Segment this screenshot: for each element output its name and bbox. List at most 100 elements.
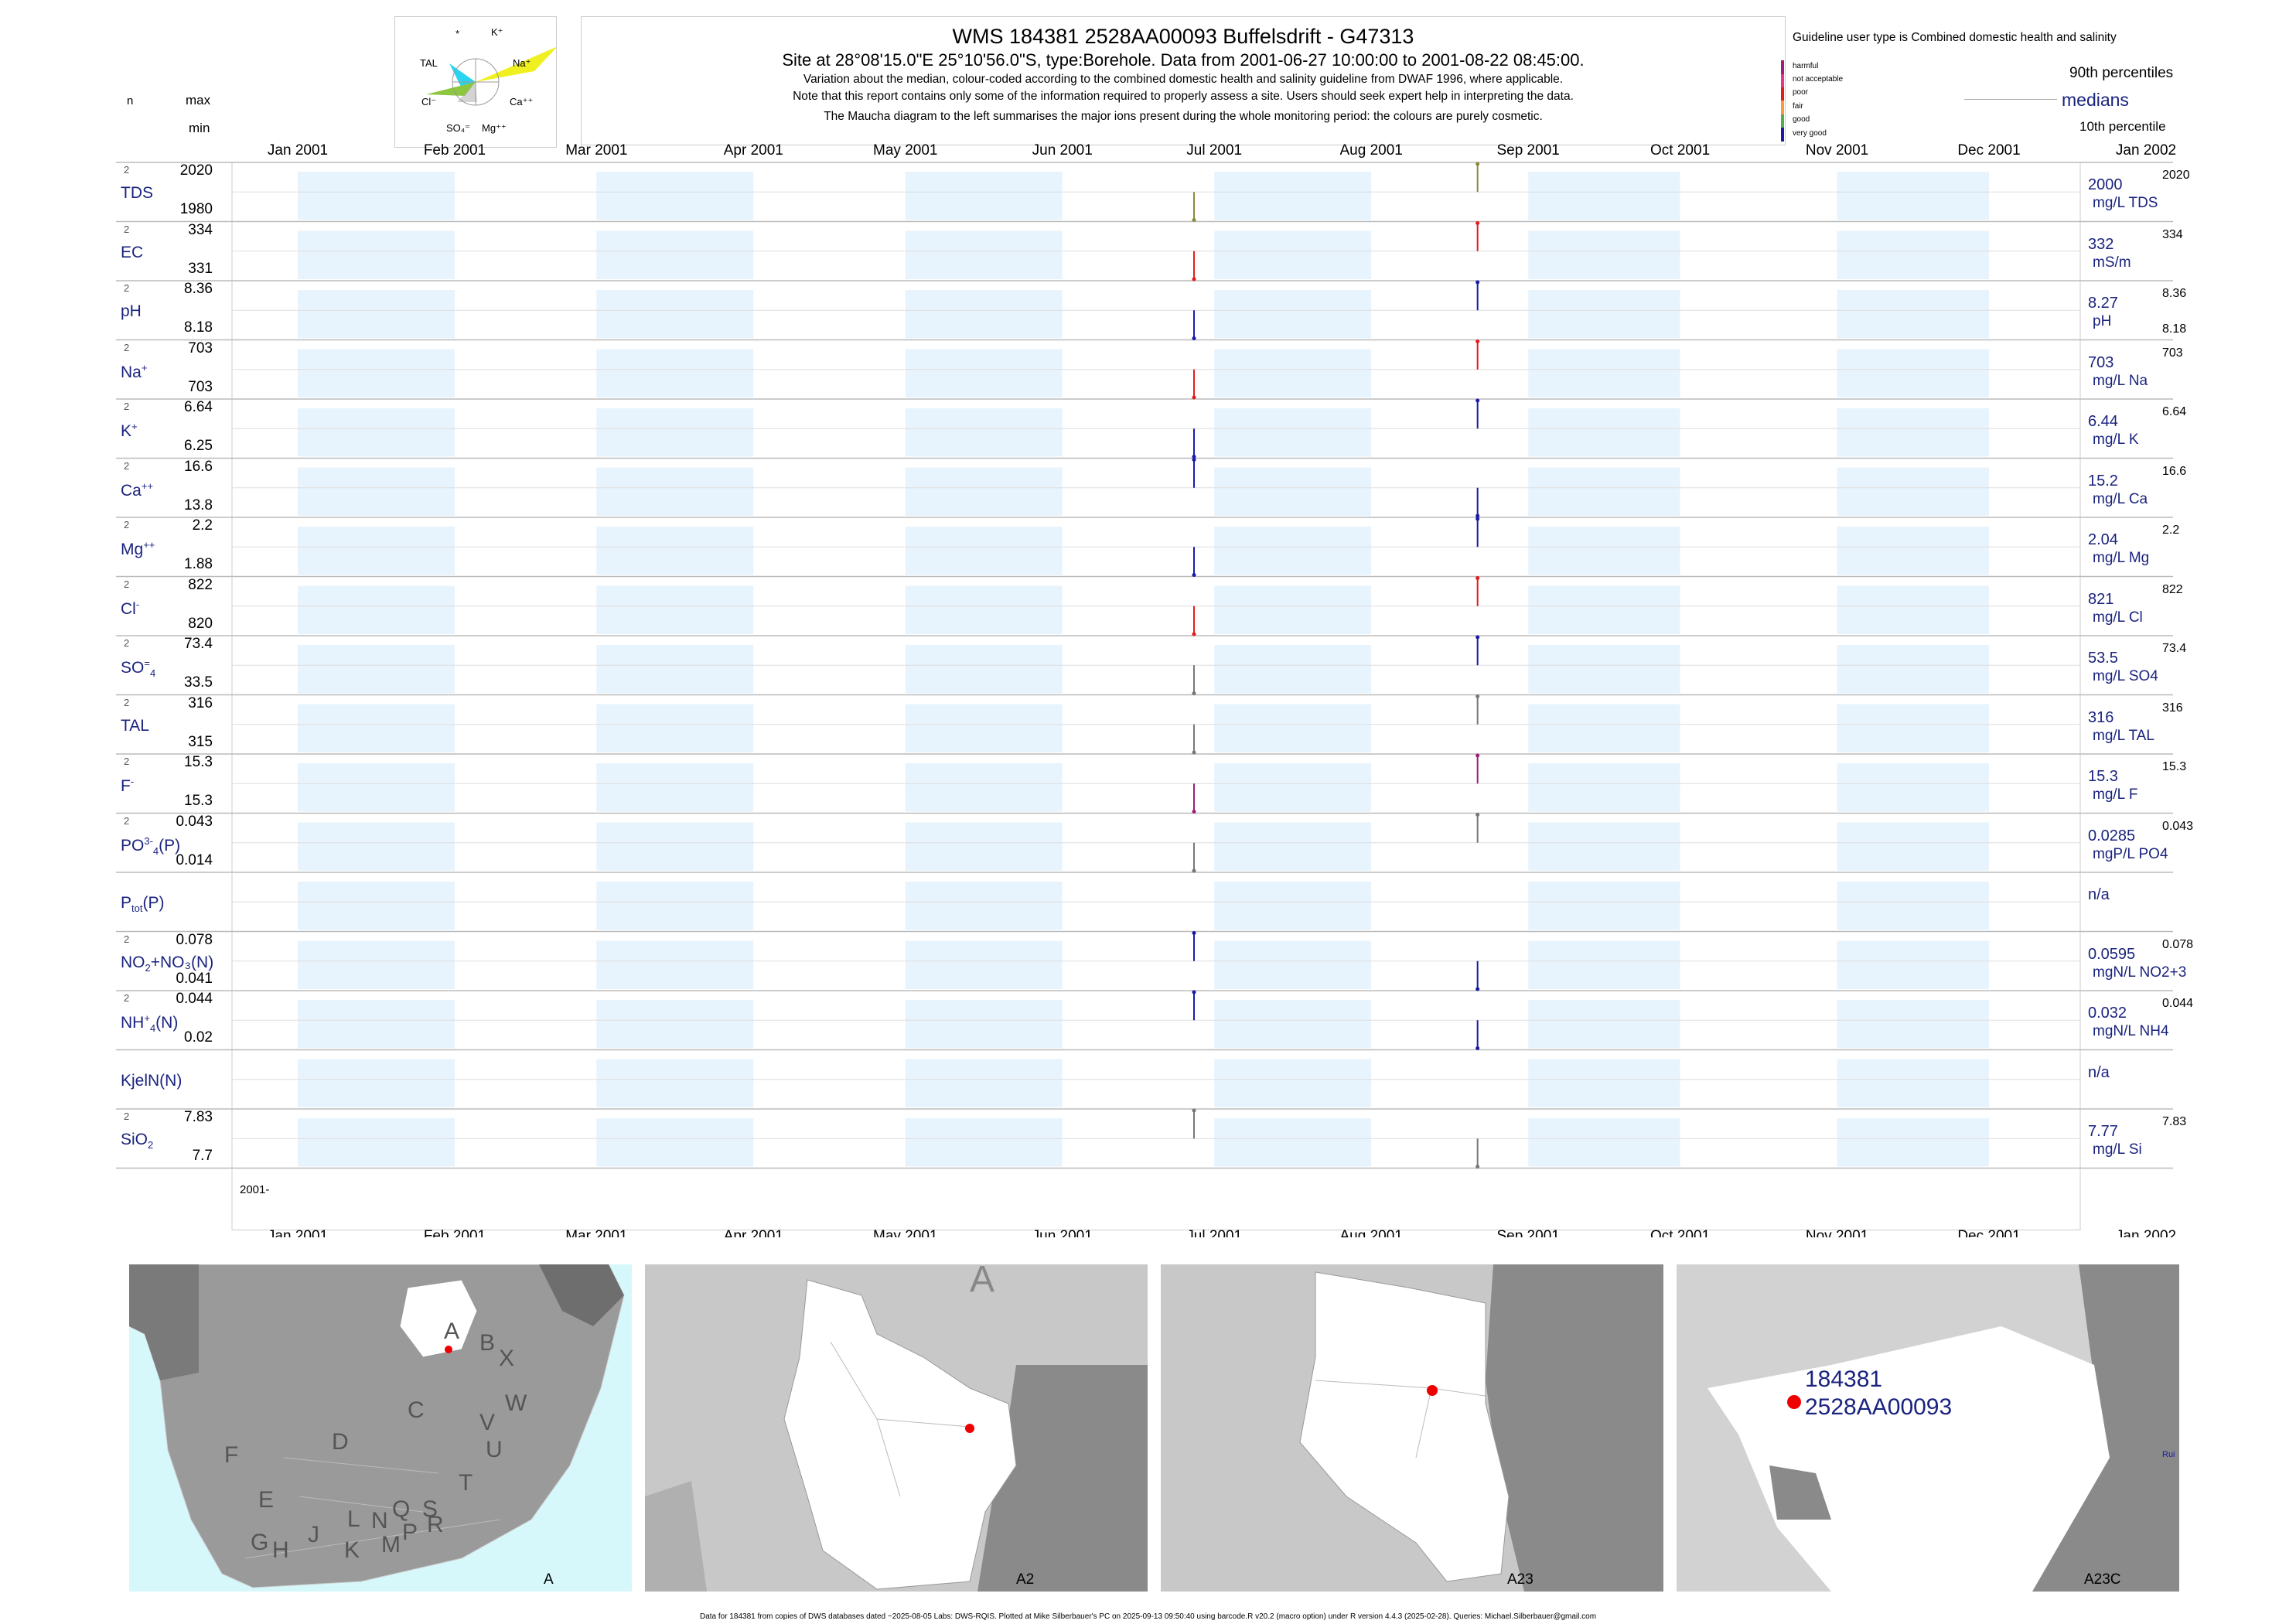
map-a23: A23 xyxy=(1161,1264,1663,1592)
row-rmin-pH: 8.18 xyxy=(2162,322,2187,336)
month-shade xyxy=(1837,763,1990,812)
month-shade xyxy=(1528,1059,1680,1107)
row-min-SO4: 33.5 xyxy=(184,674,213,691)
color-poor xyxy=(1781,87,1784,101)
data-point-Na xyxy=(1192,395,1196,400)
row-min-SiO2: 7.7 xyxy=(192,1148,213,1164)
x-tick-label-bottom: Sep 2001 xyxy=(1496,1228,1559,1237)
month-shade xyxy=(1214,408,1372,457)
month-shade xyxy=(1837,645,1990,694)
row-median-Ptot(P): n/a xyxy=(2088,886,2110,903)
data-point-TDS xyxy=(1192,218,1196,222)
plot-panel xyxy=(231,162,2081,1230)
row-median-K: 6.44 xyxy=(2088,413,2118,430)
row-unit-SO4: mg/L SO4 xyxy=(2093,668,2158,684)
month-shade xyxy=(596,882,754,930)
data-point-PO4(P) xyxy=(1476,813,1480,817)
site-marker xyxy=(445,1346,452,1353)
data-point-F xyxy=(1476,753,1480,758)
region-V: V xyxy=(479,1410,496,1435)
data-point-F xyxy=(1192,810,1196,814)
x-tick-label-bottom: Jan 2002 xyxy=(2116,1228,2176,1237)
row-n-PO4(P): 2 xyxy=(124,814,130,827)
row-rmax-K: 6.64 xyxy=(2162,405,2187,418)
row-min-Mg: 1.88 xyxy=(184,556,213,572)
month-shade xyxy=(1837,349,1990,397)
row-label-SiO2: SiO2 xyxy=(121,1131,154,1151)
month-shade xyxy=(1528,645,1680,694)
maucha-na-wedge xyxy=(476,46,558,82)
x-tick-label-bottom: May 2001 xyxy=(873,1228,937,1237)
month-shade xyxy=(1528,940,1680,989)
row-unit-K: mg/L K xyxy=(2093,432,2139,448)
data-point-NH4(N) xyxy=(1476,1046,1480,1050)
month-shade xyxy=(1528,230,1680,279)
month-shade xyxy=(1528,467,1680,516)
month-shade xyxy=(905,763,1063,812)
data-point-TAL xyxy=(1476,694,1480,698)
x-tick-label-top: May 2001 xyxy=(873,142,937,159)
row-rmax-NH4(N): 0.044 xyxy=(2162,997,2194,1010)
region-C: C xyxy=(408,1397,425,1423)
legend-good: good xyxy=(1793,115,1810,124)
row-max-F: 15.3 xyxy=(184,754,213,770)
data-point-NH4(N) xyxy=(1192,990,1196,995)
data-point-Mg xyxy=(1192,573,1196,577)
map-a2-svg xyxy=(645,1279,1148,1592)
maucha-cl-wedge xyxy=(426,82,476,96)
map-a23-svg xyxy=(1299,1264,1663,1592)
month-shade xyxy=(905,1059,1063,1107)
maucha-label-tal: TAL xyxy=(420,57,438,69)
x-axis-year-label: 2001- xyxy=(240,1183,269,1196)
row-min-PO4(P): 0.014 xyxy=(176,851,213,868)
row-label-Cl: Cl- xyxy=(121,598,140,618)
x-tick-label-bottom: Jun 2001 xyxy=(1032,1228,1093,1237)
row-median-Cl: 821 xyxy=(2088,590,2114,608)
color-fair xyxy=(1781,101,1784,114)
chart-svg: Jan 2001 Jan 2001 Feb 2001 Feb 2001 Mar 2001… xyxy=(116,142,2176,1237)
guideline-colorbar xyxy=(1781,60,1784,142)
month-shade xyxy=(1214,230,1372,279)
row-min-pH: 8.18 xyxy=(184,319,213,336)
row-label-Mg: Mg++ xyxy=(121,539,155,558)
row-rmax-SiO2: 7.83 xyxy=(2162,1115,2187,1128)
data-point-pH xyxy=(1476,280,1480,285)
month-shade xyxy=(905,172,1063,220)
site-marker-a23c xyxy=(1787,1395,1801,1409)
data-point-NO2+NO3(N) xyxy=(1192,931,1196,935)
maucha-label-star: * xyxy=(455,28,460,39)
month-shade xyxy=(1528,704,1680,752)
region-K: K xyxy=(344,1537,360,1563)
row-unit-SiO2: mg/L Si xyxy=(2093,1141,2142,1158)
row-n-Mg: 2 xyxy=(124,519,130,531)
x-tick-label-top: Jul 2001 xyxy=(1186,142,1242,159)
guideline-text: Guideline user type is Combined domestic… xyxy=(1793,31,2117,44)
row-unit-NH4(N): mgN/L NH4 xyxy=(2093,1023,2169,1039)
region-R: R xyxy=(427,1512,444,1537)
region-J: J xyxy=(308,1522,319,1547)
row-label-Ca: Ca++ xyxy=(121,479,154,500)
row-rmax-Mg: 2.2 xyxy=(2162,524,2180,537)
month-shade xyxy=(596,940,754,989)
month-shade xyxy=(596,763,754,812)
region-H: H xyxy=(272,1537,289,1563)
month-shade xyxy=(596,467,754,516)
month-shade xyxy=(298,704,455,752)
legend-medians: medians xyxy=(2062,90,2129,110)
map-south-africa-svg xyxy=(129,1264,625,1588)
maucha-so4-wedge xyxy=(457,82,477,102)
legend-harmful: harmful xyxy=(1793,62,1819,70)
x-tick-label-top: Jan 2002 xyxy=(2116,142,2176,159)
row-min-F: 15.3 xyxy=(184,793,213,809)
legend-p10: 10th percentile xyxy=(2079,119,2166,134)
site-marker-a23 xyxy=(1427,1385,1438,1396)
month-shade xyxy=(1214,585,1372,634)
row-label-Na: Na+ xyxy=(121,361,148,381)
month-shade xyxy=(1214,467,1372,516)
row-median-NO2+NO3(N): 0.0595 xyxy=(2088,945,2136,963)
month-shade xyxy=(298,1059,455,1107)
month-shade xyxy=(1214,1118,1372,1167)
x-tick-label-top: Aug 2001 xyxy=(1339,142,1402,159)
legend-poor: poor xyxy=(1793,88,1809,97)
row-min-TAL: 315 xyxy=(188,733,213,750)
